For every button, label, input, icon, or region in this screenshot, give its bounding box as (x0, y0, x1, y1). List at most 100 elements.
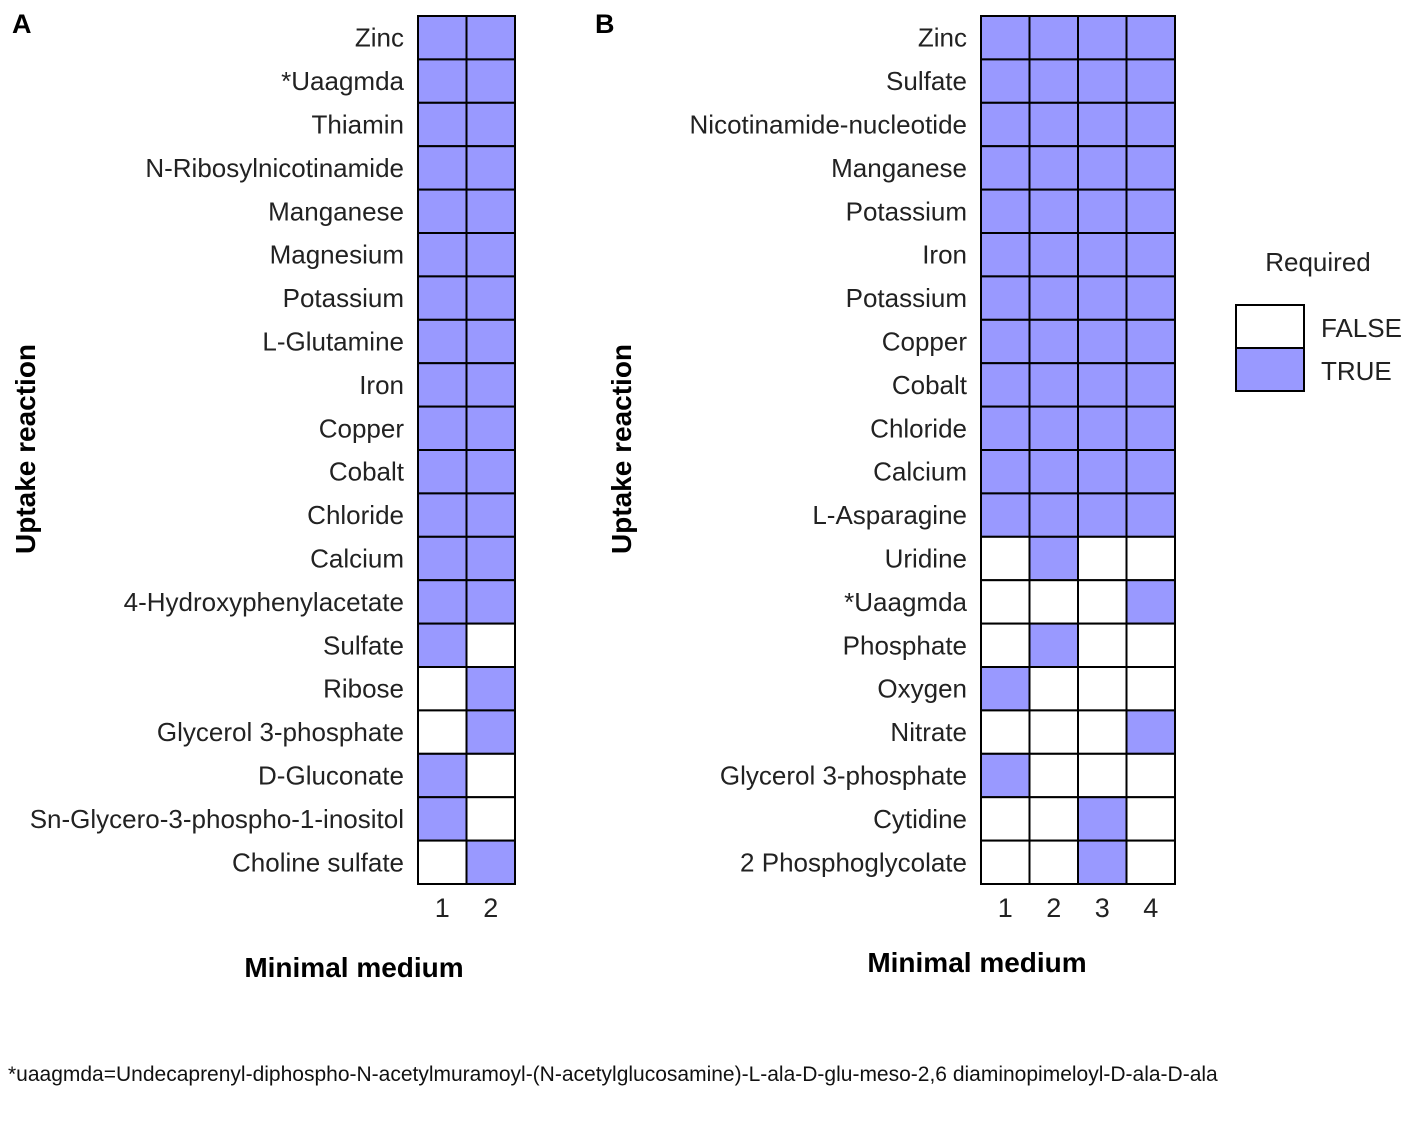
heatmap-cell-b-r16-c4 (1125, 666, 1176, 712)
y-axis-title: Uptake reaction (10, 344, 41, 554)
legend-label-false: FALSE (1321, 313, 1402, 343)
heatmap-cell-b-r6-c1 (980, 232, 1031, 278)
heatmap-cell-a-r15-c1 (417, 622, 468, 668)
heatmap-cell-b-r3-c2 (1028, 101, 1079, 148)
row-label: Zinc (918, 23, 967, 53)
row-label: Cobalt (329, 457, 405, 487)
heatmap-cell-b-r8-c3 (1077, 318, 1128, 365)
heatmap-cell-b-r7-c3 (1077, 275, 1128, 321)
row-label: Manganese (831, 153, 967, 183)
legend-label-true: TRUE (1321, 356, 1392, 386)
column-tick-label: 3 (1095, 893, 1110, 923)
heatmap-cell-a-r18-c1 (417, 752, 468, 799)
heatmap-cell-a-r12-c1 (417, 492, 468, 538)
heatmap-cell-b-r6-c4 (1125, 232, 1176, 278)
heatmap-cell-a-r5-c2 (465, 188, 516, 235)
legend-title: Required (1265, 247, 1371, 277)
row-label: N-Ribosylnicotinamide (145, 153, 404, 183)
heatmap-cell-b-r20-c4 (1125, 839, 1176, 885)
heatmap-cell-a-r17-c2 (465, 709, 516, 755)
row-label: *Uaagmda (844, 587, 967, 617)
heatmap-cell-b-r11-c3 (1077, 449, 1128, 495)
heatmap-cell-b-r2-c3 (1077, 58, 1128, 104)
heatmap-cell-a-r13-c2 (465, 535, 516, 582)
heatmap-cell-a-r19-c1 (417, 796, 468, 842)
row-label: Choline sulfate (232, 847, 404, 877)
heatmap-cell-a-r8-c1 (417, 318, 468, 365)
heatmap-cell-b-r9-c3 (1077, 362, 1128, 408)
heatmap-cell-b-r5-c2 (1028, 188, 1079, 235)
row-label: Potassium (846, 196, 967, 226)
heatmap-cell-a-r11-c1 (417, 449, 468, 495)
panel-label-A: A (12, 9, 32, 39)
heatmap-cell-a-r19-c2 (465, 796, 516, 842)
column-tick-label: 4 (1143, 893, 1158, 923)
heatmap-cell-b-r14-c3 (1077, 579, 1128, 625)
heatmap-cell-b-r18-c4 (1125, 752, 1176, 799)
heatmap-cell-a-r6-c2 (465, 232, 516, 278)
heatmap-cell-b-r19-c3 (1077, 796, 1128, 842)
row-label: Sn-Glycero-3-phospho-1-inositol (30, 804, 404, 834)
heatmap-cell-b-r2-c2 (1028, 58, 1079, 104)
row-label: Ribose (323, 674, 404, 704)
row-label: Iron (359, 370, 404, 400)
heatmap-cell-a-r18-c2 (465, 752, 516, 799)
heatmap-cell-b-r12-c2 (1028, 492, 1079, 538)
heatmap-cell-a-r20-c1 (417, 839, 468, 885)
heatmap-cell-b-r13-c2 (1028, 535, 1079, 582)
heatmap-cell-b-r1-c2 (1028, 15, 1079, 61)
heatmap-cell-b-r1-c3 (1077, 15, 1128, 61)
heatmap-cell-a-r4-c1 (417, 145, 468, 191)
column-tick-label: 2 (483, 893, 498, 923)
heatmap-cell-b-r5-c3 (1077, 188, 1128, 235)
heatmap-cell-a-r14-c2 (465, 579, 516, 625)
heatmap-cell-b-r15-c2 (1028, 622, 1079, 668)
heatmap-cell-b-r18-c1 (980, 752, 1031, 799)
heatmap-cell-a-r7-c2 (465, 275, 516, 321)
heatmap-cell-b-r7-c4 (1125, 275, 1176, 321)
heatmap-cell-b-r13-c1 (980, 535, 1031, 582)
row-label: *Uaagmda (281, 66, 404, 96)
heatmap-cell-b-r4-c4 (1125, 145, 1176, 191)
heatmap-cell-b-r6-c3 (1077, 232, 1128, 278)
heatmap-cell-a-r16-c2 (465, 666, 516, 712)
heatmap-cell-b-r20-c2 (1028, 839, 1079, 885)
heatmap-cell-a-r6-c1 (417, 232, 468, 278)
heatmap-cell-a-r11-c2 (465, 449, 516, 495)
heatmap-cell-b-r15-c3 (1077, 622, 1128, 668)
y-axis-title: Uptake reaction (606, 344, 637, 554)
heatmap-cell-b-r9-c2 (1028, 362, 1079, 408)
heatmap-cell-b-r17-c2 (1028, 709, 1079, 755)
row-label: L-Asparagine (812, 500, 967, 530)
row-label: Potassium (283, 283, 404, 313)
heatmap-cell-a-r2-c2 (465, 58, 516, 104)
row-label: Uridine (885, 544, 967, 574)
heatmap-cell-a-r13-c1 (417, 535, 468, 582)
heatmap-cell-a-r9-c1 (417, 362, 468, 408)
heatmap-cell-b-r2-c4 (1125, 58, 1176, 104)
heatmap-cell-b-r7-c1 (980, 275, 1031, 321)
heatmap-cell-b-r14-c2 (1028, 579, 1079, 625)
heatmap-cell-a-r10-c2 (465, 405, 516, 452)
heatmap-cell-b-r2-c1 (980, 58, 1031, 104)
heatmap-cell-a-r9-c2 (465, 362, 516, 408)
heatmap-cell-a-r8-c2 (465, 318, 516, 365)
row-label: Calcium (310, 544, 404, 574)
row-label: Copper (882, 327, 968, 357)
row-label: Potassium (846, 283, 967, 313)
heatmap-cell-a-r3-c2 (465, 101, 516, 148)
x-axis-title: Minimal medium (867, 947, 1086, 978)
heatmap-cell-a-r12-c2 (465, 492, 516, 538)
heatmap-cell-b-r14-c1 (980, 579, 1031, 625)
heatmap-cell-b-r18-c2 (1028, 752, 1079, 799)
row-label: Magnesium (270, 240, 404, 270)
heatmap-cell-b-r12-c4 (1125, 492, 1176, 538)
panel-label-B: B (595, 9, 615, 39)
heatmap-cell-b-r5-c4 (1125, 188, 1176, 235)
row-label: Phosphate (843, 630, 967, 660)
heatmap-cell-b-r6-c2 (1028, 232, 1079, 278)
heatmap-cell-b-r16-c3 (1077, 666, 1128, 712)
heatmap-cell-b-r14-c4 (1125, 579, 1176, 625)
heatmap-cell-b-r4-c1 (980, 145, 1031, 191)
column-tick-label: 1 (998, 893, 1013, 923)
